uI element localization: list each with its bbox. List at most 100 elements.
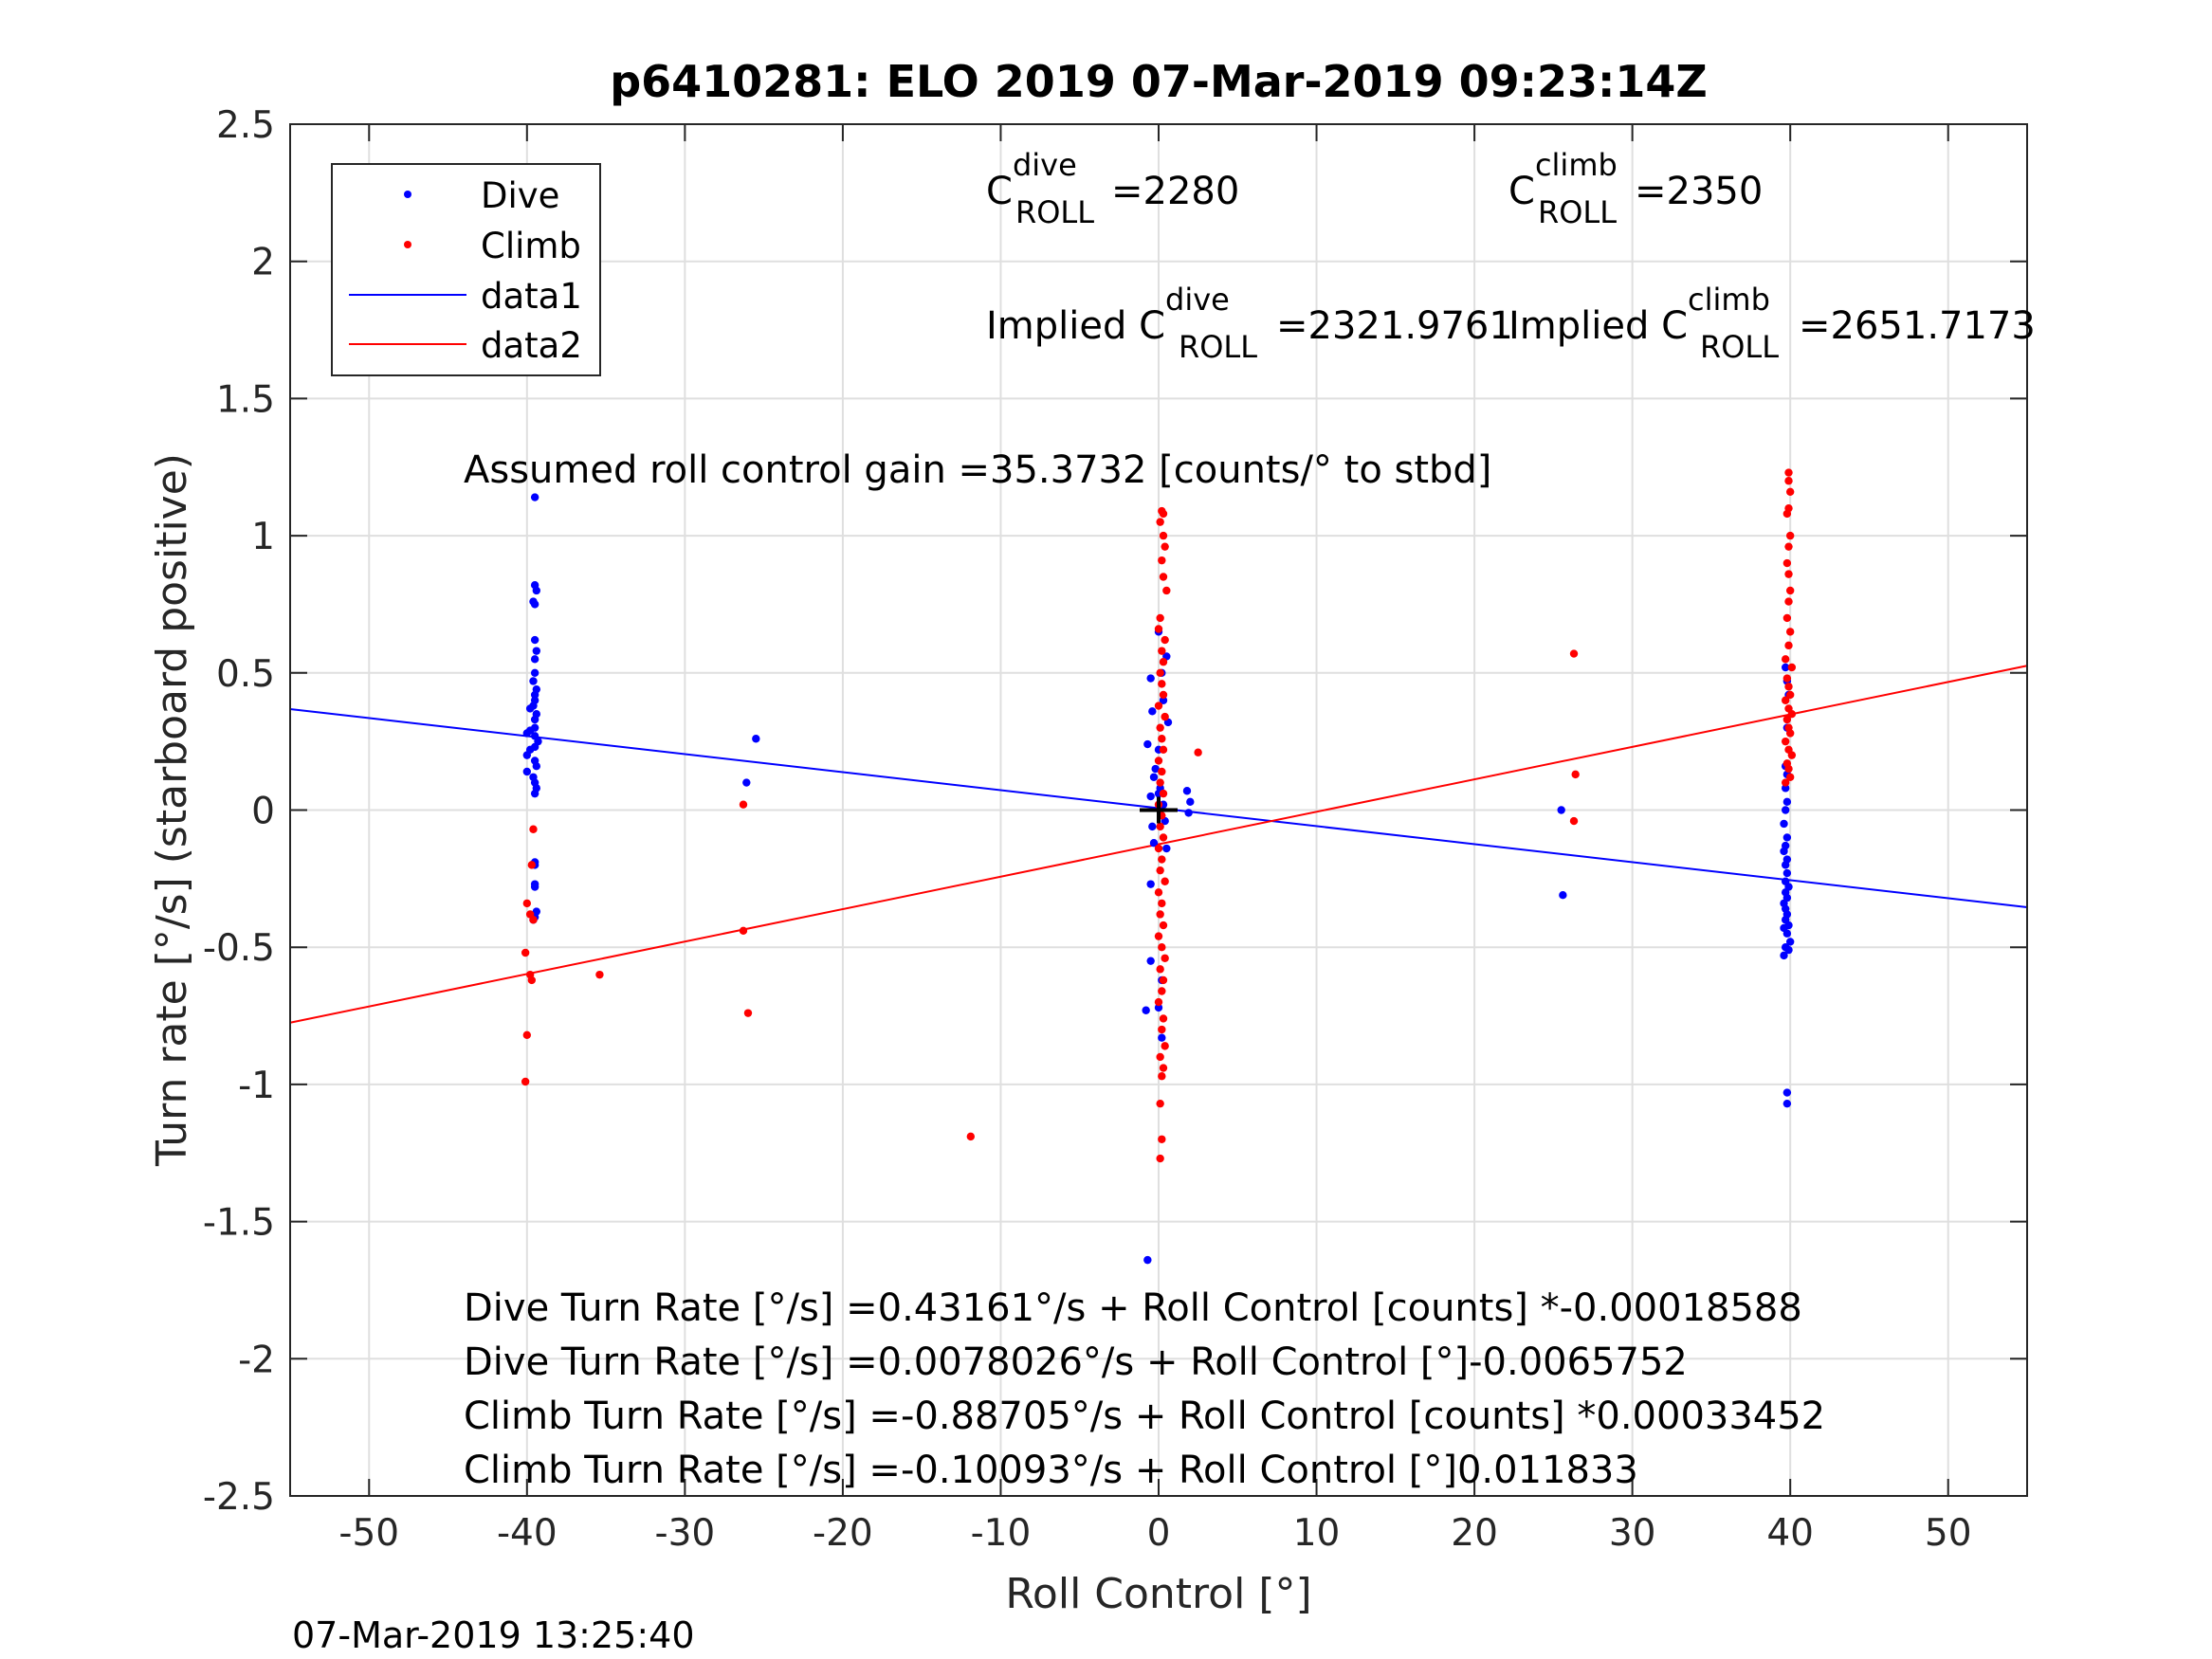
dive-point <box>522 767 532 776</box>
dive-point <box>530 715 539 724</box>
climb-point <box>1784 597 1793 606</box>
climb-point <box>1785 729 1795 738</box>
dive-point <box>1146 880 1155 888</box>
dive-point <box>1154 1003 1163 1012</box>
y-tick-label: -0.5 <box>203 927 275 970</box>
dive-point <box>532 761 541 771</box>
climb-point <box>1158 556 1166 565</box>
climb-point <box>1154 888 1163 897</box>
x-tick-label: 50 <box>1925 1512 1972 1555</box>
y-tick-label: 0.5 <box>216 653 275 696</box>
climb-point <box>1156 1052 1164 1062</box>
equation-1: Dive Turn Rate [°/s] =0.43161°/s + Roll … <box>464 1286 1802 1330</box>
x-tick-label: -50 <box>338 1512 399 1555</box>
y-tick-labels: 2.5 2 1.5 1 0.5 0 -0.5 -1 -1.5 -2 -2.5 <box>203 104 275 1519</box>
x-tick-label: 10 <box>1293 1512 1341 1555</box>
dive-point <box>1143 739 1152 749</box>
climb-point <box>1158 1025 1166 1034</box>
dive-point <box>1149 839 1159 848</box>
implied-climb-annotation: Implied Cclimb ROLL =2651.7173 <box>1508 282 2036 365</box>
dive-point <box>1557 806 1565 814</box>
climb-point <box>1159 789 1168 798</box>
dive-point <box>522 729 532 738</box>
c-climb-sub: ROLL <box>1538 194 1617 230</box>
dive-point <box>1784 945 1793 955</box>
climb-point <box>1787 663 1797 672</box>
c-dive-sub: ROLL <box>1015 194 1094 230</box>
implied-dive-prefix: Implied C <box>986 304 1165 348</box>
legend-box <box>331 163 601 376</box>
c-dive-value: =2280 <box>1111 170 1239 213</box>
dive-point <box>530 690 539 700</box>
climb-point <box>1154 757 1163 765</box>
y-tick-label: -2.5 <box>203 1476 275 1519</box>
climb-point <box>966 1132 976 1141</box>
climb-point <box>1781 696 1790 704</box>
dive-point <box>1148 822 1157 831</box>
climb-point <box>1156 910 1164 919</box>
implied-dive-value: =2321.9761 <box>1276 304 1513 348</box>
climb-point <box>1158 735 1166 743</box>
climb-point <box>1158 855 1166 864</box>
dive-point <box>522 751 532 759</box>
climb-point <box>521 1077 530 1086</box>
origin-cross-marker <box>1140 796 1178 824</box>
dive-point <box>742 778 751 787</box>
x-tick-labels: -50 -40 -30 -20 -10 0 10 20 30 40 50 <box>338 1512 1971 1555</box>
climb-point <box>1158 1072 1166 1081</box>
timestamp: 07-Mar-2019 13:25:40 <box>292 1614 695 1656</box>
climb-point <box>1569 649 1579 658</box>
dive-point <box>1782 797 1792 807</box>
x-tick-label: 40 <box>1766 1512 1814 1555</box>
legend-dive-marker <box>404 191 411 198</box>
climb-point <box>1156 866 1164 875</box>
dive-point <box>1182 787 1192 795</box>
climb-point <box>1156 613 1164 623</box>
climb-point <box>1785 628 1795 636</box>
climb-point <box>1156 822 1164 831</box>
climb-point <box>1785 773 1795 781</box>
climb-point <box>1161 542 1169 551</box>
dive-point <box>1184 809 1193 817</box>
climb-point <box>1785 690 1795 700</box>
dive-point <box>1186 797 1195 807</box>
y-tick-label: 2.5 <box>216 104 275 147</box>
climb-point <box>1158 647 1166 655</box>
climb-point <box>1159 509 1168 519</box>
climb-point <box>1158 767 1166 776</box>
legend-dive-label: Dive <box>481 175 559 216</box>
climb-point <box>1782 613 1792 623</box>
climb-point <box>522 899 532 908</box>
climb-point <box>1159 975 1168 985</box>
y-axis-label: Turn rate [°/s] (starboard positive) <box>148 453 196 1167</box>
climb-point <box>1161 635 1169 645</box>
climb-point <box>1194 748 1202 757</box>
climb-point <box>1782 509 1792 519</box>
dive-point <box>1785 938 1795 946</box>
implied-dive-annotation: Implied Cdive ROLL =2321.9761 <box>986 282 1513 365</box>
c-dive-annotation: Cdive ROLL =2280 <box>986 147 1239 230</box>
dive-point <box>1148 707 1157 716</box>
climb-point <box>1784 542 1793 551</box>
equation-3: Climb Turn Rate [°/s] =-0.88705°/s + Rol… <box>464 1395 1825 1438</box>
climb-point <box>521 948 530 957</box>
dive-point <box>1782 833 1792 842</box>
climb-point <box>1787 710 1797 719</box>
dive-point <box>1780 847 1788 856</box>
axis-ticks <box>290 123 2027 1497</box>
dive-point <box>1151 764 1160 774</box>
dive-point <box>1782 868 1792 878</box>
climb-point <box>1782 715 1792 724</box>
climb-point <box>1784 683 1793 691</box>
dive-point <box>1782 1088 1792 1097</box>
c-dive-sup: dive <box>1013 147 1077 183</box>
climb-point <box>1161 954 1169 962</box>
climb-point <box>1154 932 1163 940</box>
climb-point <box>595 970 604 979</box>
dive-point <box>1782 929 1792 938</box>
climb-point <box>1154 844 1163 853</box>
x-axis-label: Roll Control [°] <box>1005 1570 1311 1618</box>
climb-point <box>1782 674 1792 683</box>
implied-climb-value: =2651.7173 <box>1799 304 2036 348</box>
